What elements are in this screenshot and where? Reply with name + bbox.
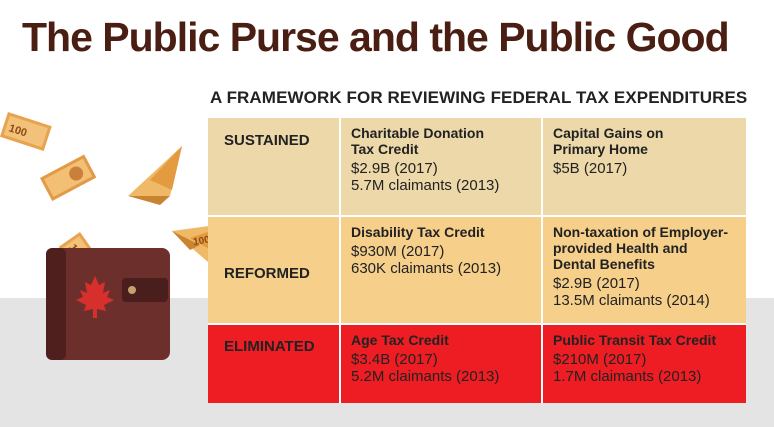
table-cell: Age Tax Credit $3.4B (2017) 5.2M claiman… <box>339 323 541 403</box>
table-cell: Public Transit Tax Credit $210M (2017) 1… <box>541 323 746 403</box>
item-cost: $2.9B (2017) <box>351 160 438 177</box>
item-claimants: 5.7M claimants (2013) <box>351 177 500 194</box>
item-name: Non-taxation of Employer- provided Healt… <box>553 224 729 272</box>
item-name: Public Transit Tax Credit <box>553 332 717 348</box>
svg-text:100: 100 <box>192 234 211 248</box>
row-label-reformed: REFORMED <box>208 215 339 323</box>
item-cost: $930M (2017) <box>351 243 445 260</box>
item-claimants: 630K claimants (2013) <box>351 260 502 277</box>
paper-plane-icon <box>128 146 182 205</box>
table-cell: Disability Tax Credit $930M (2017) 630K … <box>339 215 541 323</box>
table-cell: Capital Gains on Primary Home $5B (2017) <box>541 118 746 215</box>
page-title: The Public Purse and the Public Good <box>22 14 730 60</box>
page-subtitle: A FRAMEWORK FOR REVIEWING FEDERAL TAX EX… <box>210 88 748 107</box>
table-cell: Charitable Donation Tax Credit $2.9B (20… <box>339 118 541 215</box>
item-name: Disability Tax Credit <box>351 224 485 240</box>
item-cost: $5B (2017) <box>553 160 628 177</box>
item-name: Capital Gains on Primary Home <box>553 125 664 157</box>
item-claimants: 5.2M claimants (2013) <box>351 368 500 385</box>
row-label-sustained: SUSTAINED <box>208 118 339 215</box>
item-claimants: 1.7M claimants (2013) <box>553 368 702 385</box>
tax-expenditure-table: SUSTAINED Charitable Donation Tax Credit… <box>208 118 746 403</box>
item-name: Charitable Donation Tax Credit <box>351 125 485 157</box>
item-cost: $3.4B (2017) <box>351 351 438 368</box>
table-cell: Non-taxation of Employer- provided Healt… <box>541 215 746 323</box>
wallet-with-flying-banknotes-icon: 100 100 100 <box>0 112 215 360</box>
item-name: Age Tax Credit <box>351 332 449 348</box>
item-claimants: 13.5M claimants (2014) <box>553 292 710 309</box>
row-label-eliminated: ELIMINATED <box>208 323 339 403</box>
banknote-icon: 100 <box>0 112 52 151</box>
banknote-icon <box>40 154 97 201</box>
maple-leaf-icon <box>76 276 114 318</box>
wallet-icon <box>46 248 170 360</box>
svg-text:100: 100 <box>7 122 28 139</box>
item-cost: $210M (2017) <box>553 351 647 368</box>
item-cost: $2.9B (2017) <box>553 275 640 292</box>
